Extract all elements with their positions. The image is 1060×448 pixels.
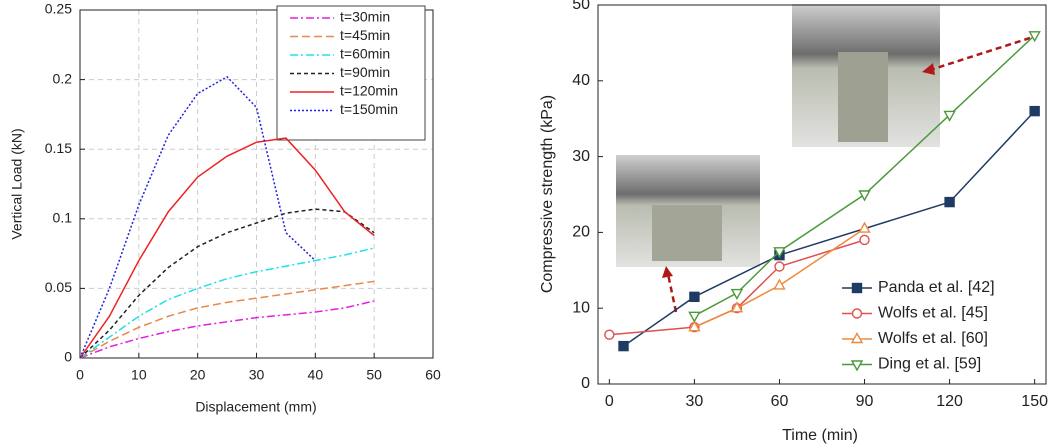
legend-label: t=45min — [340, 27, 390, 43]
legend-label: t=60min — [340, 46, 390, 62]
legend-label: Wolfs et al. [45] — [878, 305, 988, 322]
legend-box — [276, 5, 426, 141]
marker — [859, 234, 870, 246]
plot-frame — [597, 4, 1047, 385]
plot-frame — [79, 9, 434, 359]
series-line — [79, 208, 375, 359]
series-line — [694, 34, 1036, 317]
x-tick-label: 10 — [131, 367, 147, 383]
y-axis-title: Compressive strength (kPa) — [539, 95, 556, 293]
legend-label: t=90min — [340, 64, 390, 80]
x-tick-label: 150 — [1021, 393, 1048, 410]
y-tick-label: 40 — [572, 72, 590, 89]
marker — [730, 301, 744, 313]
marker — [730, 288, 744, 300]
x-tick-label: 60 — [771, 393, 789, 410]
legend-label: t=120min — [340, 83, 398, 99]
photo-lower — [616, 155, 760, 267]
y-tick-label: 0.2 — [53, 70, 73, 86]
marker — [773, 247, 786, 259]
marker — [944, 196, 955, 208]
series-line — [79, 137, 375, 359]
legend-label: t=30min — [340, 9, 390, 25]
marker — [851, 308, 863, 319]
x-tick-label: 0 — [605, 393, 614, 410]
legend-label: Panda et al. [42] — [878, 279, 995, 296]
marker — [688, 320, 701, 332]
x-tick-label: 20 — [190, 367, 206, 383]
x-tick-label: 120 — [936, 393, 963, 410]
marker — [773, 278, 786, 290]
y-tick-label: 0.15 — [45, 140, 72, 156]
marker — [774, 261, 785, 272]
series-line — [79, 280, 375, 359]
marker — [851, 282, 863, 294]
series-line — [79, 247, 375, 359]
y-tick-label: 50 — [572, 0, 590, 13]
marker — [858, 190, 871, 202]
y-tick-label: 10 — [572, 299, 590, 316]
y-tick-label: 30 — [572, 148, 590, 165]
marker — [688, 311, 701, 323]
legend-label: Ding et al. [59] — [878, 356, 981, 373]
photo-upper — [792, 4, 940, 147]
marker — [689, 291, 700, 303]
x-axis-title: Time (min) — [782, 427, 858, 444]
marker — [858, 221, 871, 233]
series-line — [79, 75, 316, 359]
y-tick-label: 0.05 — [45, 279, 72, 295]
y-tick-label: 0 — [64, 349, 72, 365]
legend-label: t=150min — [340, 101, 398, 117]
y-tick-label: 0.1 — [53, 210, 73, 226]
series-line — [79, 300, 375, 359]
marker — [1029, 105, 1040, 117]
marker — [618, 340, 629, 352]
chart: 0 10 20 30 40 50 0 30 60 90 120 150 Time (min) Compre… — [539, 0, 1048, 444]
arrow-upper — [922, 36, 1031, 75]
arrow-lower — [662, 266, 678, 313]
x-tick-label: 90 — [856, 393, 874, 410]
x-tick-label: 0 — [76, 367, 84, 383]
series-line — [694, 227, 865, 328]
y-axis-title: Vertical Load (kN) — [9, 128, 25, 239]
x-tick-label: 30 — [249, 367, 265, 383]
x-tick-label: 60 — [425, 367, 441, 383]
marker — [850, 360, 864, 372]
chart: 0 0.05 0.1 0.15 0.2 0.25 0 10 20 30 40 50 60 Displace… — [9, 1, 441, 415]
x-tick-label: 30 — [686, 393, 704, 410]
marker — [604, 329, 615, 340]
marker — [943, 110, 956, 122]
marker — [1028, 31, 1041, 43]
y-tick-label: 0 — [581, 375, 590, 392]
y-tick-label: 0.25 — [45, 1, 72, 17]
y-tick-label: 20 — [572, 224, 590, 241]
x-tick-label: 50 — [366, 367, 382, 383]
legend-label: Wolfs et al. [60] — [878, 330, 988, 347]
marker — [850, 332, 864, 344]
x-axis-title: Displacement (mm) — [195, 399, 316, 415]
x-tick-label: 40 — [308, 367, 324, 383]
